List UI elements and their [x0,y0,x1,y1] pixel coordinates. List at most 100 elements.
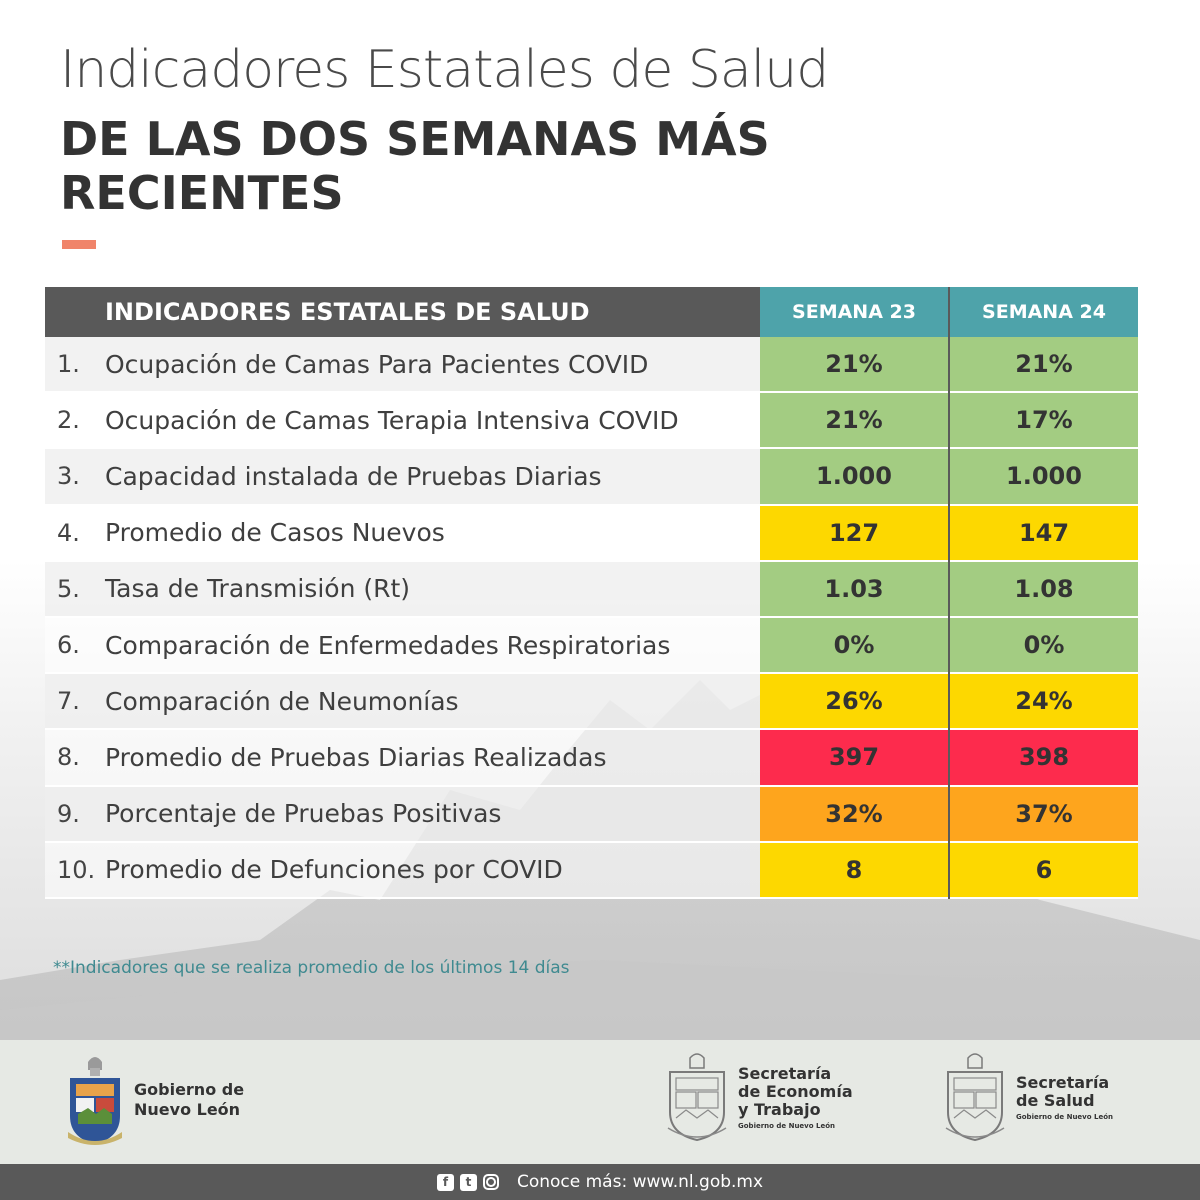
indicator-name: Ocupación de Camas Terapia Intensiva COV… [105,405,679,435]
row-number: 8. [57,743,80,772]
week-23-value: 1.03 [760,561,948,618]
coat-of-arms-icon [68,1057,122,1145]
row-number: 7. [57,687,80,716]
column-divider [948,505,950,562]
table-row: 7. Comparación de Neumonías 26% 24% [45,674,1138,731]
row-number: 6. [57,631,80,660]
row-label: 9. Porcentaje de Pruebas Positivas [45,786,760,843]
week-23-value: 0% [760,617,948,675]
coat-of-arms-gray-icon [667,1053,727,1142]
column-divider [948,449,950,506]
row-label: 6. Comparación de Enfermedades Respirator… [45,617,760,675]
row-number: 1. [57,350,80,379]
table-header: INDICADORES ESTATALES DE SALUD SEMANA 23… [45,287,1138,337]
indicator-name: Comparación de Neumonías [105,686,459,716]
table-row: 4. Promedio de Casos Nuevos 127 147 [45,505,1138,562]
column-divider [948,674,950,731]
week-24-value: 6 [950,842,1138,899]
twitter-icon[interactable]: t [459,1173,477,1191]
header-week-24: SEMANA 24 [950,287,1138,337]
instagram-icon[interactable] [482,1174,499,1190]
week-23-value: 397 [760,730,948,787]
row-label: 5. Tasa de Transmisión (Rt) [45,561,760,618]
logo1-line1: Gobierno de [134,1080,245,1099]
table-row: 2. Ocupación de Camas Terapia Intensiva C… [45,393,1138,450]
column-divider [948,393,950,450]
economia-logo: Secretaría de Economía y Trabajo Gobiern… [666,1050,853,1144]
logo3-sub: Gobierno de Nuevo León [1016,1112,1113,1121]
week-24-value: 1.000 [950,449,1138,506]
column-divider [948,617,950,675]
table-row: 6. Comparación de Enfermedades Respirator… [45,617,1138,675]
row-label: 8. Promedio de Pruebas Diarias Realizadas [45,730,760,787]
row-label: 2. Ocupación de Camas Terapia Intensiva C… [45,393,760,450]
week-23-value: 32% [760,786,948,843]
table-row: 3. Capacidad instalada de Pruebas Diarias… [45,449,1138,506]
week-24-value: 17% [950,393,1138,450]
indicator-name: Tasa de Transmisión (Rt) [105,574,411,604]
indicator-name: Comparación de Enfermedades Respiratoria… [105,630,671,660]
logo2-sub: Gobierno de Nuevo León [738,1121,835,1130]
indicator-name: Promedio de Casos Nuevos [105,518,445,548]
row-number: 2. [57,406,80,435]
header-week-23: SEMANA 23 [760,287,948,337]
website-link[interactable]: Conoce más: www.nl.gob.mx [516,1172,764,1192]
logo3-line2: de Salud [1016,1090,1095,1110]
header-indicators: INDICADORES ESTATALES DE SALUD [45,287,760,337]
row-label: 10. Promedio de Defunciones por COVID [45,842,760,899]
facebook-icon[interactable]: f [436,1173,454,1191]
page-title: Indicadores Estatales de Salud [60,40,829,100]
indicators-table: INDICADORES ESTATALES DE SALUD SEMANA 23… [45,287,1138,899]
week-24-value: 0% [950,617,1138,675]
table-body: 1. Ocupación de Camas Para Pacientes COVI… [45,337,1138,899]
row-number: 5. [57,574,80,603]
coat-of-arms-gray-icon [945,1053,1005,1142]
column-divider [948,561,950,618]
week-24-value: 21% [950,337,1138,394]
week-24-value: 398 [950,730,1138,787]
week-23-value: 127 [760,505,948,562]
week-24-value: 1.08 [950,561,1138,618]
column-divider [948,337,950,394]
logo3-line1: Secretaría [1016,1072,1110,1092]
indicator-name: Ocupación de Camas Para Pacientes COVID [105,349,649,379]
column-divider [948,730,950,787]
footer-logos-band [0,1040,1200,1164]
week-23-value: 1.000 [760,449,948,506]
table-row: 1. Ocupación de Camas Para Pacientes COVI… [45,337,1138,394]
week-24-value: 24% [950,674,1138,731]
row-label: 7. Comparación de Neumonías [45,674,760,731]
row-number: 4. [57,518,80,547]
table-row: 5. Tasa de Transmisión (Rt) 1.03 1.08 [45,561,1138,618]
week-24-value: 147 [950,505,1138,562]
indicator-name: Capacidad instalada de Pruebas Diarias [105,461,602,491]
salud-logo: Secretaría de Salud Gobierno de Nuevo Le… [944,1050,1113,1144]
indicator-name: Promedio de Pruebas Diarias Realizadas [105,742,607,772]
week-23-value: 8 [760,842,948,899]
logo2-line2: de Economía [738,1081,853,1101]
week-23-value: 21% [760,337,948,394]
title-accent-bar [62,240,96,249]
gobierno-nl-logo: Gobierno de Nuevo León [66,1052,244,1148]
week-23-value: 21% [760,393,948,450]
table-row: 8. Promedio de Pruebas Diarias Realizadas… [45,730,1138,787]
column-divider [948,842,950,899]
column-divider [948,287,950,337]
week-24-value: 37% [950,786,1138,843]
table-row: 10. Promedio de Defunciones por COVID 8 6 [45,842,1138,899]
column-divider [948,786,950,843]
indicator-name: Porcentaje de Pruebas Positivas [105,799,502,829]
row-number: 10. [57,855,96,884]
page-subtitle: DE LAS DOS SEMANAS MÁS RECIENTES [60,112,770,220]
footnote: **Indicadores que se realiza promedio de… [53,958,570,978]
row-label: 4. Promedio de Casos Nuevos [45,505,760,562]
indicator-name: Promedio de Defunciones por COVID [105,855,563,885]
logo2-line3: y Trabajo [738,1099,821,1119]
row-label: 1. Ocupación de Camas Para Pacientes COVI… [45,337,760,394]
logo1-line2: Nuevo León [134,1100,241,1119]
table-row: 9. Porcentaje de Pruebas Positivas 32% 37% [45,786,1138,843]
row-label: 3. Capacidad instalada de Pruebas Diarias [45,449,760,506]
row-number: 9. [57,799,80,828]
week-23-value: 26% [760,674,948,731]
